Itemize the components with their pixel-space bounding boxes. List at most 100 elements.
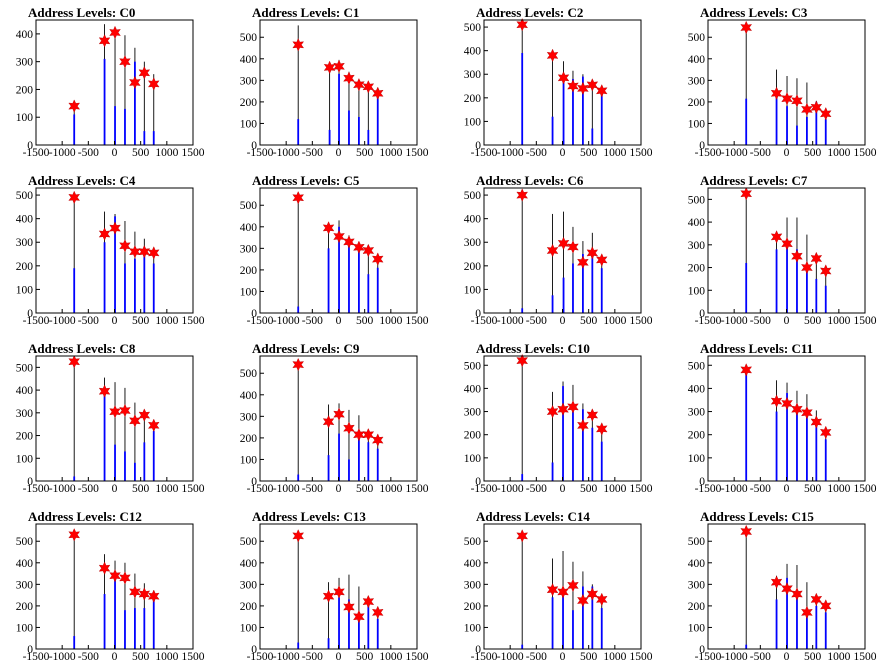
peak-marker xyxy=(557,236,570,251)
x-tick-label: -1000 xyxy=(721,147,748,159)
hist-bar xyxy=(367,274,370,313)
chart-title: Address Levels: C4 xyxy=(28,173,136,188)
y-tick-label: 100 xyxy=(464,622,482,634)
hist-bar xyxy=(338,597,340,649)
hist-bar xyxy=(775,249,778,313)
hist-bar xyxy=(600,441,603,481)
y-tick-label: 200 xyxy=(688,97,706,109)
peak-marker xyxy=(770,394,783,408)
y-tick-label: 300 xyxy=(16,579,34,591)
chart-title: Address Levels: C6 xyxy=(476,173,584,188)
peak-marker xyxy=(371,86,384,100)
peak-marker xyxy=(129,75,141,90)
x-tick-label: 500 xyxy=(356,651,374,663)
hist-bar xyxy=(152,263,155,313)
peak-marker xyxy=(333,585,345,599)
y-tick-label: 300 xyxy=(688,240,706,252)
x-tick-label: -1500 xyxy=(247,315,274,327)
x-tick-label: 500 xyxy=(132,483,150,495)
hist-bar xyxy=(600,608,603,649)
hist-bar xyxy=(124,108,126,145)
x-tick-label: 500 xyxy=(580,147,598,159)
y-tick-label: 400 xyxy=(688,383,706,395)
peak-marker xyxy=(546,404,559,419)
x-tick-label: 1500 xyxy=(854,147,877,159)
x-tick-label: 1500 xyxy=(182,651,205,663)
y-tick-label: 500 xyxy=(240,536,258,548)
peak-marker xyxy=(781,237,793,251)
peak-marker xyxy=(595,253,608,267)
peak-marker xyxy=(343,235,355,249)
peak-marker xyxy=(129,245,141,259)
x-tick-label: 1500 xyxy=(630,147,653,159)
peak-marker xyxy=(819,264,832,278)
y-tick-label: 100 xyxy=(464,116,482,128)
hist-bar xyxy=(786,106,788,145)
hist-bar xyxy=(143,442,146,481)
y-tick-label: 500 xyxy=(688,536,706,548)
x-tick-label: -1500 xyxy=(23,651,50,663)
peak-marker xyxy=(781,92,793,106)
y-tick-label: 0 xyxy=(27,308,33,320)
y-tick-label: 0 xyxy=(699,476,705,488)
y-tick-label: 500 xyxy=(16,536,34,548)
x-tick-label: -1500 xyxy=(23,147,50,159)
peak-marker xyxy=(343,421,355,435)
peak-marker xyxy=(567,578,579,593)
hist-bar xyxy=(796,125,798,145)
x-tick-label: -1000 xyxy=(497,147,524,159)
hist-bar xyxy=(297,306,300,313)
peak-marker xyxy=(801,406,813,420)
y-tick-label: 400 xyxy=(16,385,34,397)
peak-marker xyxy=(129,585,141,599)
hist-bar xyxy=(600,268,603,313)
peak-marker xyxy=(138,66,151,80)
hist-bar xyxy=(591,586,594,649)
hist-bar xyxy=(103,594,106,649)
y-tick-label: 400 xyxy=(240,222,258,234)
peak-marker xyxy=(147,589,160,603)
x-tick-label: -500 xyxy=(526,315,547,327)
x-tick-label: 1500 xyxy=(406,147,429,159)
x-tick-label: -500 xyxy=(78,483,99,495)
y-tick-label: 200 xyxy=(16,431,34,443)
x-tick-label: 1500 xyxy=(406,483,429,495)
x-tick-label: 500 xyxy=(356,147,374,159)
x-tick-label: 1000 xyxy=(603,147,626,159)
y-tick-label: 100 xyxy=(16,112,34,124)
hist-bar xyxy=(591,427,594,481)
hist-bar xyxy=(152,431,155,481)
x-tick-label: 500 xyxy=(580,651,598,663)
x-tick-label: -1500 xyxy=(695,651,722,663)
plot-frame xyxy=(483,19,642,146)
y-tick-label: 400 xyxy=(688,558,706,570)
peak-marker xyxy=(516,353,529,368)
peak-marker xyxy=(109,569,121,583)
x-tick-label: 500 xyxy=(580,483,598,495)
hist-bar xyxy=(348,459,350,481)
hist-bar xyxy=(358,116,360,145)
x-tick-label: 500 xyxy=(804,147,822,159)
y-tick-label: 0 xyxy=(251,644,257,656)
peak-marker xyxy=(292,357,305,372)
hist-bar xyxy=(806,614,808,649)
y-tick-label: 200 xyxy=(464,430,482,442)
hist-bar xyxy=(796,249,798,313)
hist-bar xyxy=(551,116,554,145)
chart-title: Address Levels: C11 xyxy=(700,341,814,356)
hist-bar xyxy=(582,586,584,649)
peak-marker xyxy=(567,400,579,414)
x-tick-label: -500 xyxy=(302,147,323,159)
x-tick-label: 0 xyxy=(784,483,790,495)
x-tick-label: -500 xyxy=(78,147,99,159)
chart-title: Address Levels: C2 xyxy=(476,5,584,20)
x-tick-label: -500 xyxy=(526,147,547,159)
peak-marker xyxy=(770,230,783,244)
x-tick-label: 1000 xyxy=(603,483,626,495)
hist-bar xyxy=(114,106,116,145)
y-tick-label: 200 xyxy=(688,430,706,442)
